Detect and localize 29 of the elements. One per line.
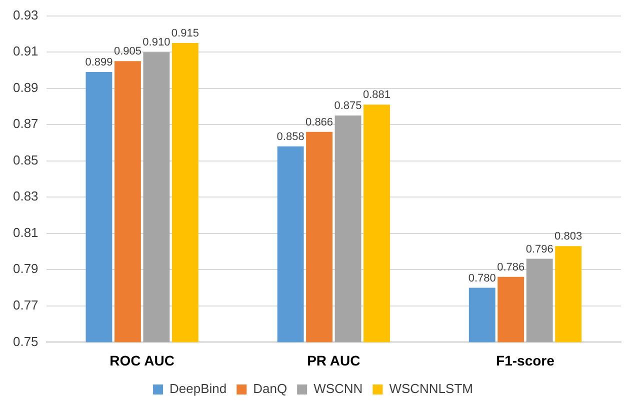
data-label: 0.915 — [171, 28, 199, 40]
legend-label: WSCNN — [314, 381, 363, 396]
data-label: 0.858 — [276, 130, 304, 143]
x-tick-label: F1-score — [496, 352, 555, 368]
data-label: 0.803 — [554, 230, 582, 243]
y-tick-label: 0.75 — [12, 334, 38, 349]
legend-label: DanQ — [253, 381, 288, 396]
x-tick-label: PR AUC — [307, 352, 360, 368]
y-tick-label: 0.93 — [12, 7, 38, 22]
x-tick-label: ROC AUC — [110, 352, 174, 368]
y-tick-label: 0.83 — [12, 188, 38, 204]
y-tick-label: 0.87 — [12, 116, 38, 132]
data-label: 0.866 — [306, 116, 334, 128]
data-label: 0.899 — [85, 56, 113, 69]
data-label: 0.905 — [114, 46, 142, 58]
legend-label: DeepBind — [170, 381, 227, 396]
y-tick-label: 0.81 — [12, 224, 38, 240]
data-label: 0.881 — [362, 89, 391, 102]
y-tick-label: 0.79 — [12, 261, 38, 276]
data-label: 0.910 — [142, 36, 170, 49]
y-tick-label: 0.77 — [12, 298, 38, 313]
data-label: 0.786 — [497, 261, 525, 274]
y-tick-label: 0.91 — [12, 44, 38, 59]
y-tick-label: 0.89 — [12, 80, 38, 95]
data-label: 0.780 — [468, 272, 496, 284]
data-label: 0.796 — [526, 243, 554, 256]
y-tick-label: 0.85 — [12, 152, 38, 168]
legend-label: WSCNNLSTM — [389, 381, 473, 396]
data-label: 0.875 — [334, 100, 362, 112]
